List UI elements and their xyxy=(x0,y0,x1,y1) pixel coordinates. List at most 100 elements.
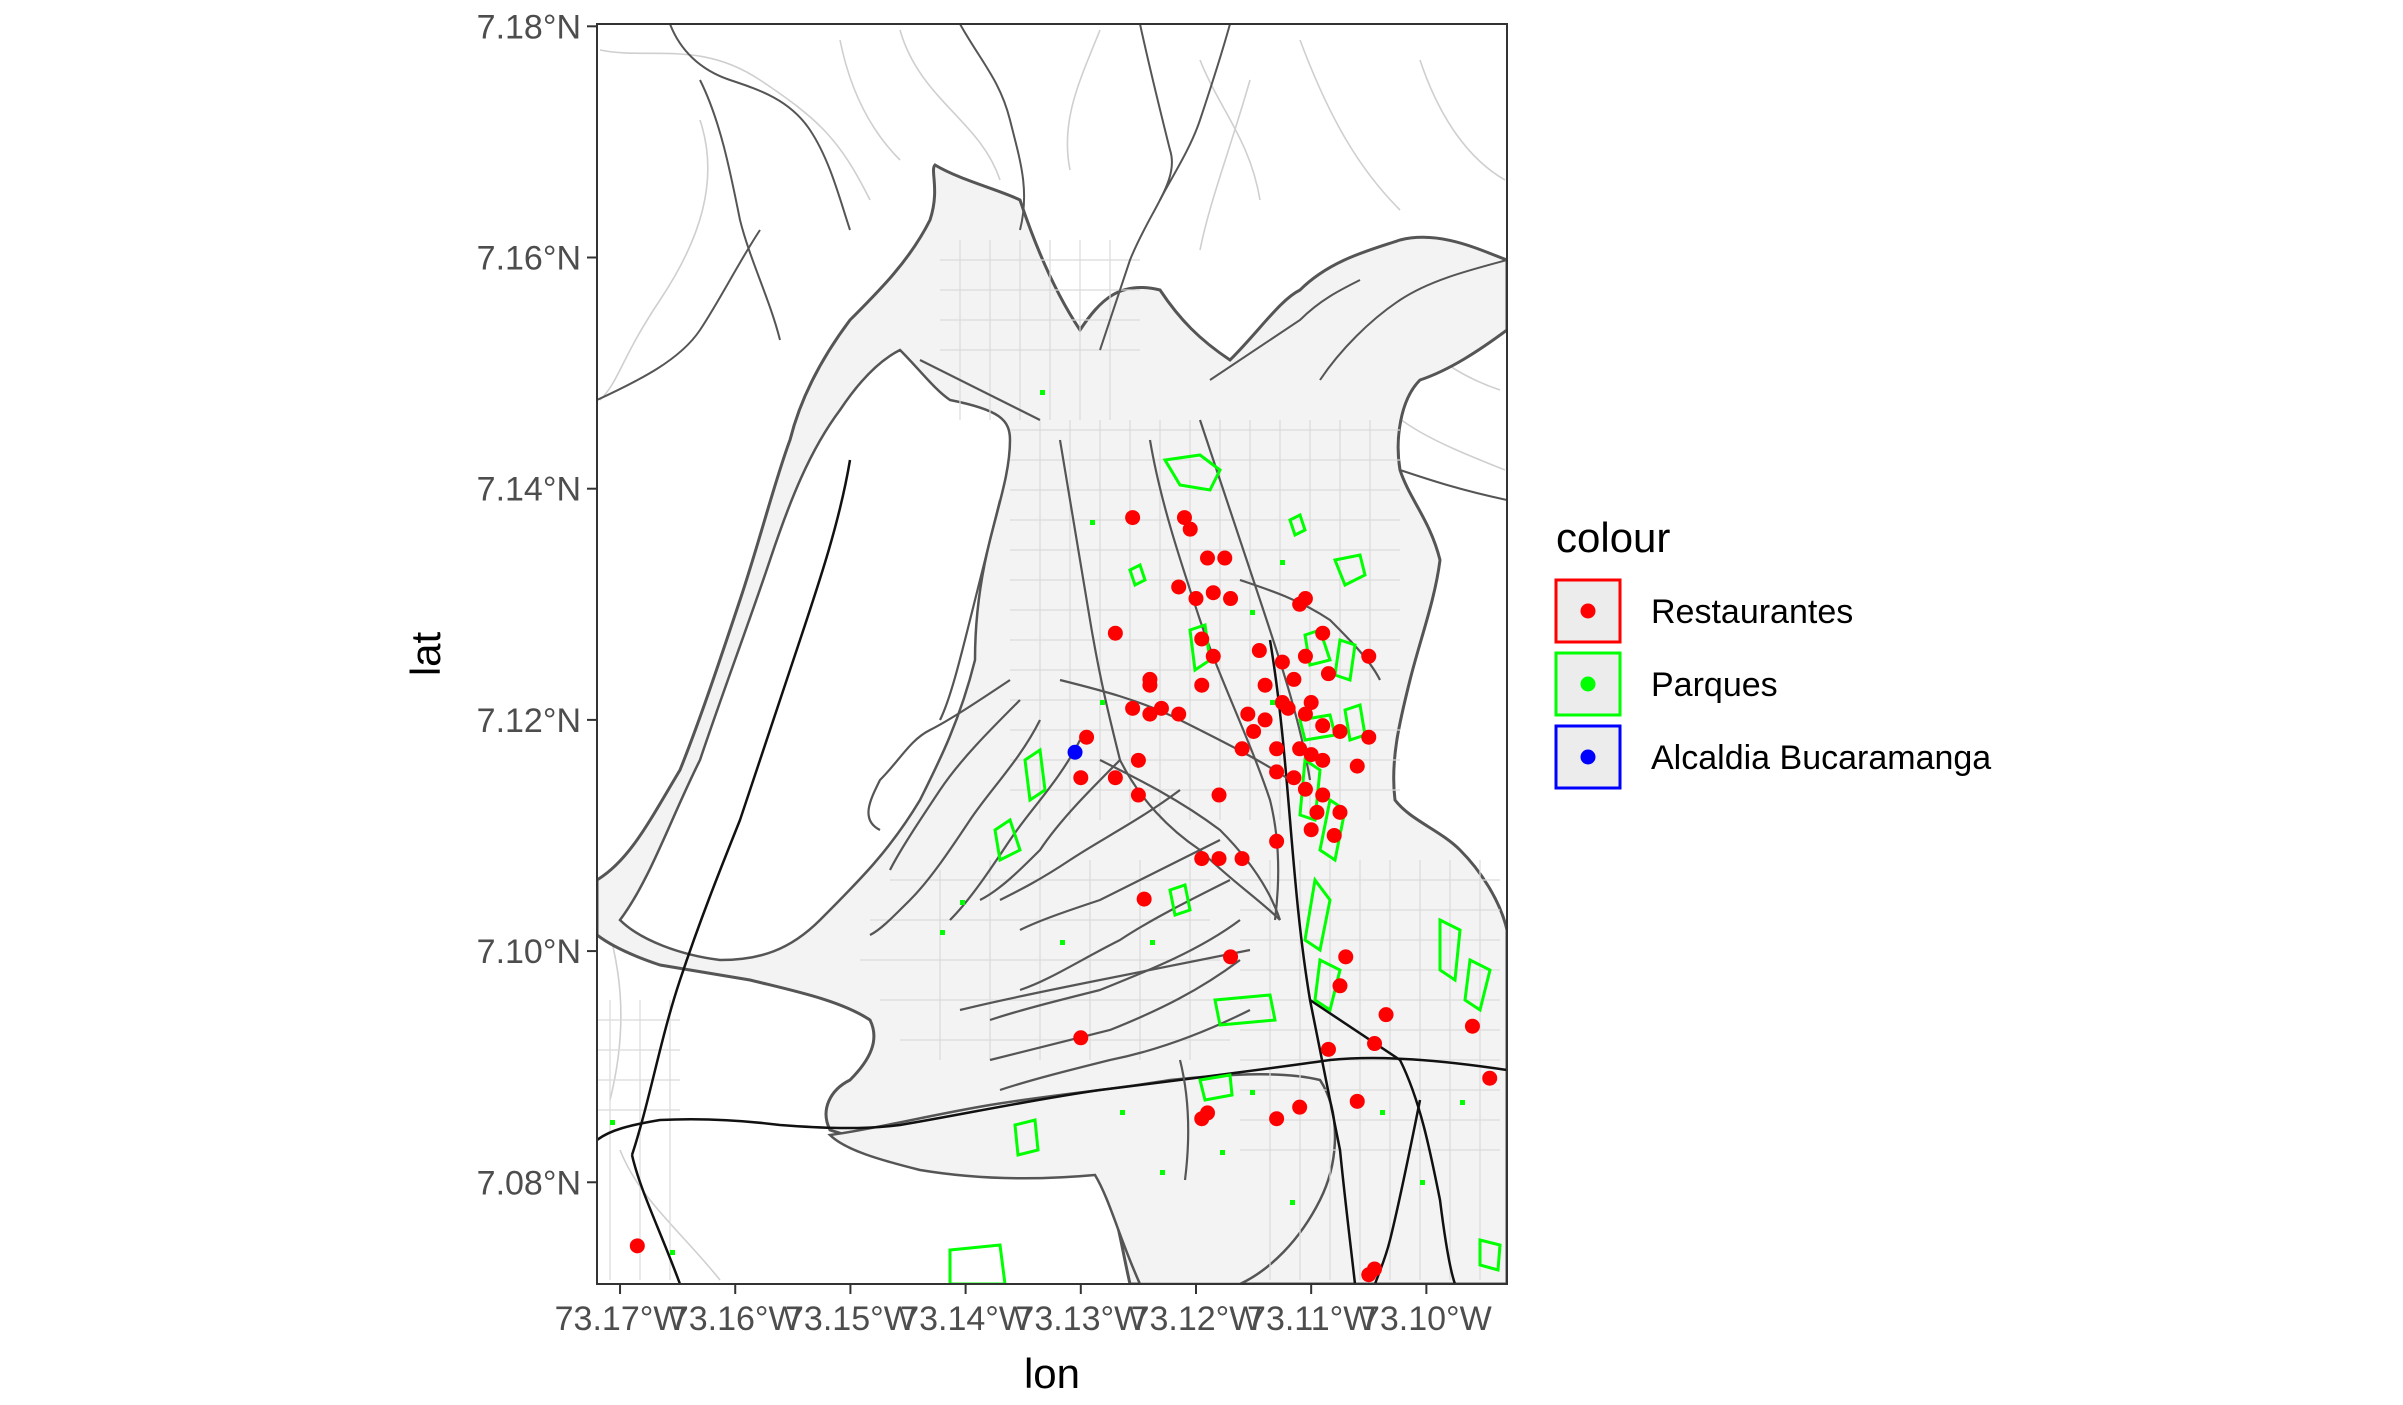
points-layer xyxy=(629,510,1498,1283)
restaurantes-point xyxy=(1194,631,1210,647)
restaurantes-point xyxy=(1200,550,1216,566)
restaurantes-point xyxy=(1234,741,1250,757)
restaurantes-point xyxy=(1378,1007,1394,1023)
restaurantes-point xyxy=(1211,787,1227,803)
legend-title: colour xyxy=(1556,514,1670,561)
restaurantes-point xyxy=(1153,700,1169,716)
restaurantes-point xyxy=(1073,1030,1089,1046)
y-axis-title: lat xyxy=(402,631,449,676)
legend-entries: Restaurantes Parques Alcaldia Bucaramanga xyxy=(1554,578,1991,790)
restaurantes-point xyxy=(1315,625,1331,641)
restaurantes-point xyxy=(1182,521,1198,537)
restaurantes-point xyxy=(1234,851,1250,867)
restaurantes-point xyxy=(1240,706,1256,722)
restaurantes-point xyxy=(1217,550,1233,566)
restaurantes-point xyxy=(1286,671,1302,687)
restaurantes-point xyxy=(1274,654,1290,670)
parks-dots xyxy=(610,390,1465,1255)
restaurantes-point xyxy=(1297,648,1313,664)
restaurantes-point xyxy=(1130,787,1146,803)
restaurantes-point xyxy=(1194,851,1210,867)
restaurantes-point xyxy=(1269,741,1285,757)
restaurantes-point xyxy=(1171,579,1187,595)
legend: colour Restaurantes Parques Alcaldia Bucar… xyxy=(1554,514,1991,790)
west-sector-outline xyxy=(618,348,1012,962)
restaurantes-point xyxy=(1125,700,1141,716)
x-tick-label: 73.14°W xyxy=(900,1300,1031,1338)
restaurantes-point xyxy=(1073,770,1089,786)
legend-key-dot xyxy=(1580,603,1596,619)
restaurantes-point xyxy=(1286,770,1302,786)
restaurantes-point xyxy=(1223,949,1239,965)
x-axis-title: lon xyxy=(1024,1350,1080,1397)
river-lines xyxy=(597,24,1507,501)
restaurantes-point xyxy=(1361,729,1377,745)
restaurantes-point xyxy=(1194,1111,1210,1127)
major-roads xyxy=(597,459,1507,1284)
restaurantes-point xyxy=(1315,718,1331,734)
restaurantes-point xyxy=(1194,677,1210,693)
restaurantes-point xyxy=(1320,666,1336,682)
x-tick-label: 73.11°W xyxy=(1247,1300,1375,1338)
x-tick-label: 73.16°W xyxy=(670,1300,801,1338)
legend-key xyxy=(1554,578,1622,644)
legend-label: Restaurantes xyxy=(1651,593,1853,631)
restaurantes-point xyxy=(1079,729,1095,745)
restaurantes-point xyxy=(1125,510,1141,526)
legend-key-dot xyxy=(1580,676,1596,692)
y-tick-label: 7.08°N xyxy=(477,1164,581,1202)
restaurantes-point xyxy=(1223,591,1239,607)
restaurantes-point xyxy=(1332,978,1348,994)
y-axis: 7.08°N 7.10°N 7.12°N 7.14°N 7.16°N 7.18°N xyxy=(477,8,597,1202)
restaurantes-point xyxy=(1136,891,1152,907)
south-sector-outline xyxy=(827,1073,1337,1284)
restaurantes-point xyxy=(1303,695,1319,711)
restaurantes-point xyxy=(1257,712,1273,728)
restaurantes-point xyxy=(1292,741,1308,757)
restaurantes-point xyxy=(1482,1070,1498,1086)
x-tick-label: 73.15°W xyxy=(785,1300,916,1338)
y-tick-label: 7.16°N xyxy=(477,240,581,278)
restaurantes-point xyxy=(1338,949,1354,965)
legend-key-dot xyxy=(1580,749,1596,765)
x-tick-label: 73.17°W xyxy=(555,1300,686,1338)
restaurantes-point xyxy=(1361,1267,1377,1283)
restaurantes-point xyxy=(1320,1041,1336,1057)
panel-border xyxy=(596,23,1508,1285)
restaurantes-point xyxy=(1171,706,1187,722)
restaurantes-point xyxy=(1142,677,1158,693)
map-panel xyxy=(596,23,1508,1285)
restaurantes-point xyxy=(1303,822,1319,838)
restaurantes-point xyxy=(629,1238,645,1254)
restaurantes-point xyxy=(1332,804,1348,820)
restaurantes-point xyxy=(1297,781,1313,797)
restaurantes-point xyxy=(1251,643,1267,659)
y-tick-label: 7.14°N xyxy=(477,471,581,509)
restaurantes-point xyxy=(1176,510,1192,526)
legend-entry: Alcaldia Bucaramanga xyxy=(1554,724,1991,790)
legend-entry: Parques xyxy=(1554,651,1778,717)
restaurantes-point xyxy=(1297,591,1313,607)
restaurantes-point xyxy=(1303,747,1319,763)
restaurantes-point xyxy=(1269,1111,1285,1127)
restaurantes-point xyxy=(1269,833,1285,849)
restaurantes-point xyxy=(1188,591,1204,607)
legend-label: Parques xyxy=(1651,666,1778,704)
restaurantes-point xyxy=(1361,648,1377,664)
restaurantes-point xyxy=(1315,752,1331,768)
restaurantes-point xyxy=(1205,648,1221,664)
legend-label: Alcaldia Bucaramanga xyxy=(1651,739,1991,777)
restaurantes-point xyxy=(1297,706,1313,722)
y-tick-label: 7.18°N xyxy=(477,8,581,46)
restaurantes-point xyxy=(1464,1018,1480,1034)
restaurantes-point xyxy=(1309,804,1325,820)
restaurantes-point xyxy=(1107,770,1123,786)
restaurantes-point xyxy=(1349,758,1365,774)
restaurantes-point xyxy=(1326,827,1342,843)
restaurantes-point xyxy=(1211,851,1227,867)
restaurantes-point xyxy=(1269,764,1285,780)
restaurantes-point xyxy=(1130,752,1146,768)
street-grid xyxy=(597,240,1500,1280)
x-tick-label: 73.12°W xyxy=(1131,1300,1262,1338)
